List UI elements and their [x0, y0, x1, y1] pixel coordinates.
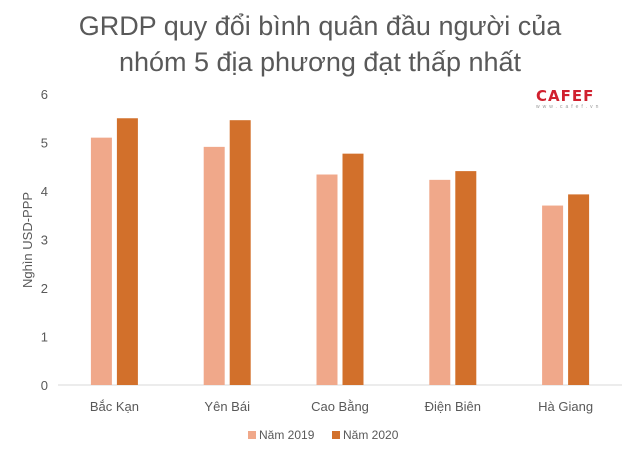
logo-brand: CAFEF — [536, 87, 595, 105]
legend-swatch — [332, 431, 340, 439]
bar-năm-2020 — [229, 120, 251, 385]
legend-label: Năm 2019 — [259, 428, 315, 442]
bar-năm-2020 — [116, 118, 138, 385]
y-tick-label: 6 — [41, 87, 48, 102]
y-tick-label: 2 — [41, 281, 48, 296]
x-tick-label: Bắc Kạn — [90, 399, 139, 414]
x-tick-label: Điện Biên — [425, 399, 481, 414]
title-line-1: GRDP quy đổi bình quân đầu người của — [78, 11, 562, 41]
bar-năm-2019 — [542, 205, 564, 385]
bar-năm-2019 — [90, 137, 112, 385]
y-tick-label: 0 — [41, 378, 48, 393]
bar-năm-2019 — [429, 179, 451, 385]
bar-năm-2019 — [203, 146, 225, 385]
y-tick-label: 1 — [41, 330, 48, 345]
bar-năm-2020 — [342, 153, 364, 385]
y-tick-label: 5 — [41, 136, 48, 151]
y-tick-label: 3 — [41, 233, 48, 248]
bar-năm-2020 — [568, 194, 590, 385]
legend-label: Năm 2020 — [343, 428, 399, 442]
y-tick-label: 4 — [41, 184, 48, 199]
logo-sub: www.cafef.vn — [536, 104, 602, 110]
bar-năm-2019 — [316, 174, 338, 385]
y-axis-label: Nghìn USD-PPP — [20, 192, 35, 288]
title-line-2: nhóm 5 địa phương đạt thấp nhất — [118, 47, 522, 77]
x-tick-label: Hà Giang — [538, 399, 593, 414]
cafef-logo: CAFEF www.cafef.vn — [536, 88, 628, 110]
x-tick-label: Yên Bái — [204, 399, 250, 414]
chart-title: GRDP quy đổi bình quân đầu người của nhó… — [0, 8, 640, 80]
bar-năm-2020 — [455, 171, 477, 385]
x-tick-label: Cao Bằng — [311, 399, 369, 414]
legend-swatch — [248, 431, 256, 439]
